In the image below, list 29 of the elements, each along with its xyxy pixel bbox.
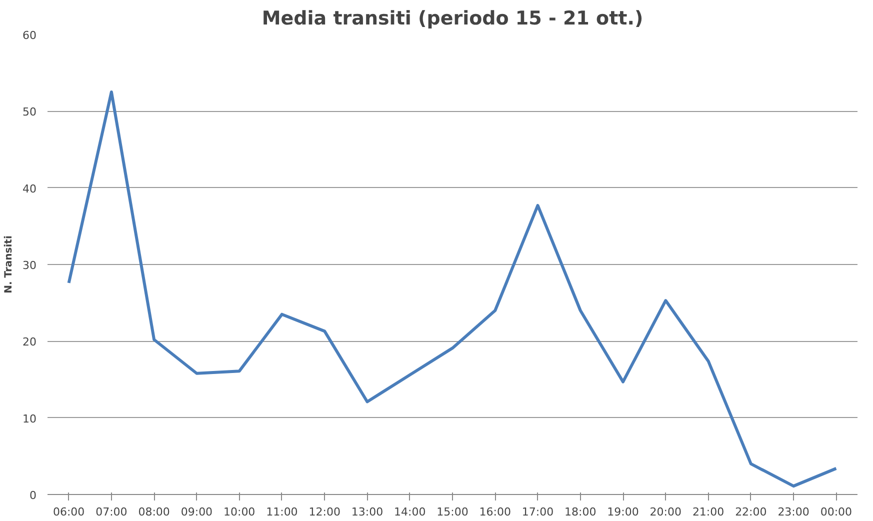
x-tick-label: 16:00 xyxy=(479,506,511,518)
x-tick-label: 11:00 xyxy=(266,506,298,518)
line-series xyxy=(67,90,838,488)
x-tick-label: 13:00 xyxy=(351,506,384,518)
x-tick-label: 06:00 xyxy=(52,506,85,518)
y-tick-label: 40 xyxy=(22,182,37,196)
y-axis-title: N. Transiti xyxy=(4,236,15,294)
x-tick-label: 21:00 xyxy=(692,506,724,518)
y-tick-label: 60 xyxy=(22,29,37,42)
x-tick-label: 17:00 xyxy=(522,506,554,518)
y-tick-label: 30 xyxy=(22,259,37,272)
x-tick-label: 19:00 xyxy=(607,506,639,518)
x-tick-label: 14:00 xyxy=(394,506,426,518)
x-tick-label: 10:00 xyxy=(223,506,256,518)
x-tick-label: 18:00 xyxy=(564,506,596,518)
y-tick-label: 10 xyxy=(22,412,37,426)
x-tick-label: 09:00 xyxy=(180,506,213,518)
y-tick-label: 50 xyxy=(22,106,37,119)
chart-title: Media transiti (periodo 15 - 21 ott.) xyxy=(262,8,644,30)
x-tick-label: 07:00 xyxy=(96,506,128,518)
x-tick-label: 15:00 xyxy=(436,506,468,518)
x-tick-label: 22:00 xyxy=(735,506,767,518)
x-tick-label: 20:00 xyxy=(650,506,682,518)
y-tick-label: 20 xyxy=(22,336,37,349)
x-tick-label: 12:00 xyxy=(308,506,340,518)
y-tick-label: 0 xyxy=(30,489,36,502)
x-tick-label: 00:00 xyxy=(820,506,852,518)
x-tick-label: 23:00 xyxy=(778,506,810,518)
x-tick-label: 08:00 xyxy=(138,506,170,518)
